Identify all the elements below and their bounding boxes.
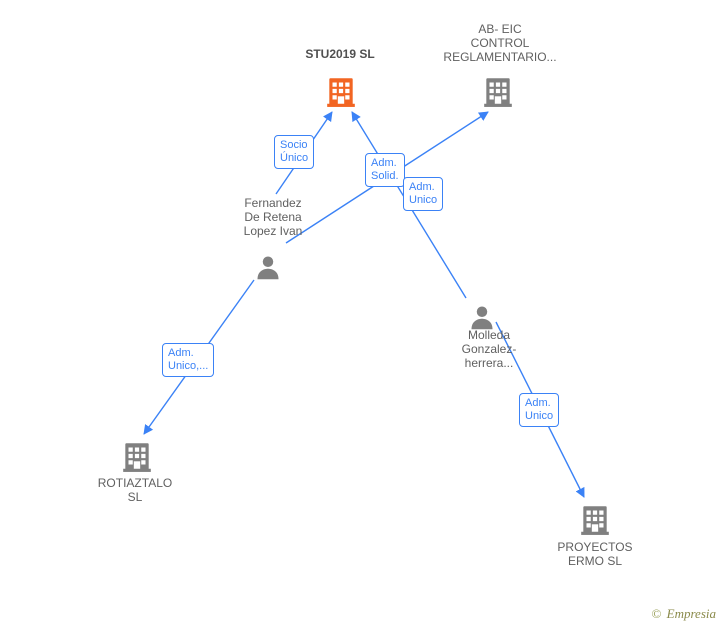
node-label[interactable]: ROTIAZTALO SL <box>85 476 185 504</box>
edge-label[interactable]: Adm. Solid. <box>365 153 405 187</box>
edges-layer <box>0 0 728 630</box>
edge-label[interactable]: Socio Único <box>274 135 314 169</box>
company-icon[interactable] <box>120 439 154 478</box>
copyright-symbol: © <box>652 606 662 621</box>
footer-brand: © empresia <box>652 606 717 622</box>
diagram-canvas: STU2019 SL AB- EIC CONTROL REGLAMENTARIO.… <box>0 0 728 630</box>
node-label[interactable]: Fernandez De Retena Lopez Ivan <box>228 196 318 238</box>
edge-label[interactable]: Adm. Unico <box>519 393 559 427</box>
company-primary-icon[interactable] <box>324 74 358 113</box>
person-icon[interactable] <box>254 253 282 286</box>
edge-label[interactable]: Adm. Unico <box>403 177 443 211</box>
node-label[interactable]: STU2019 SL <box>275 47 405 61</box>
brand-name: empresia <box>667 606 716 621</box>
node-label[interactable]: PROYECTOS ERMO SL <box>545 540 645 568</box>
edge-label[interactable]: Adm. Unico,... <box>162 343 214 377</box>
company-icon[interactable] <box>481 74 515 113</box>
company-icon[interactable] <box>578 502 612 541</box>
node-label[interactable]: AB- EIC CONTROL REGLAMENTARIO... <box>420 22 580 64</box>
node-label[interactable]: Molleda Gonzalez- herrera... <box>444 328 534 370</box>
